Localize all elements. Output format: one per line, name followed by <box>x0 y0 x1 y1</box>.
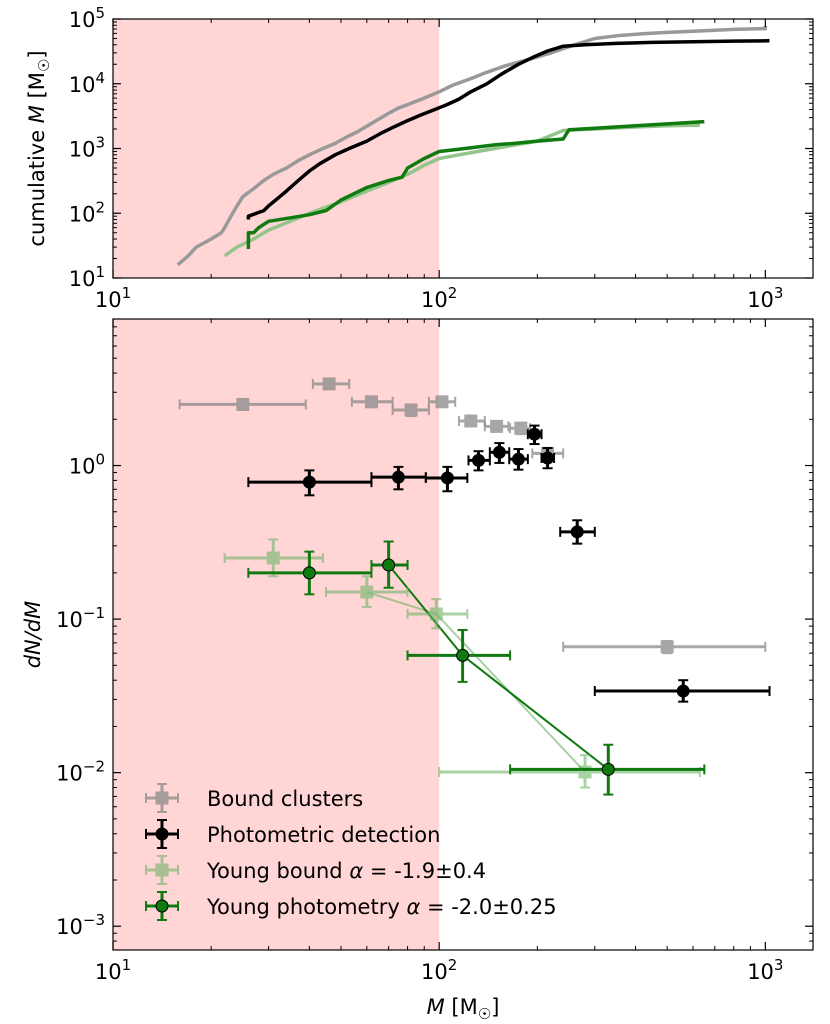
bottom-series-group <box>178 377 771 796</box>
marker-bound-clusters <box>322 377 336 391</box>
point-young-photometry <box>370 540 409 589</box>
point-young-bound <box>406 598 469 630</box>
point-photometric-detection <box>526 424 543 446</box>
point-bound-clusters <box>311 377 351 391</box>
top-x-ticks: 101 102 103 <box>95 19 783 312</box>
point-bound-clusters <box>391 403 430 418</box>
bottom-x-tick-label: 102 <box>421 956 457 984</box>
point-photometric-detection <box>467 450 491 472</box>
bottom-y-tick-label: 10−3 <box>56 911 105 939</box>
legend-label-photometric-detection: Photometric detection <box>207 823 440 847</box>
top-series-group <box>176 26 770 267</box>
marker-bound-clusters <box>464 414 478 428</box>
marker-bound-clusters <box>514 421 528 435</box>
top-y-tick-label: 104 <box>69 69 105 97</box>
marker-photometric-detection <box>302 475 316 489</box>
point-photometric-detection <box>488 442 511 464</box>
bottom-x-axis-label: M [M☉] <box>427 995 500 1023</box>
marker-photometric-detection <box>570 525 584 539</box>
bottom-y-tick-label: 10−1 <box>56 604 105 632</box>
point-photometric-detection <box>593 679 771 703</box>
point-bound-clusters <box>178 397 307 411</box>
legend-label-young-photometry: Young photometry α = -2.0±0.25 <box>206 895 557 919</box>
point-photometric-detection <box>508 448 529 471</box>
top-y-tick-label: 103 <box>69 134 105 162</box>
point-young-photometry <box>406 628 512 683</box>
top-y-ticks: 101 102 103 104 105 <box>69 4 813 291</box>
marker-young-photometry <box>456 648 470 662</box>
marker-young-photometry <box>302 566 316 580</box>
legend-marker-young-photometry <box>155 899 169 913</box>
marker-bound-clusters <box>236 397 250 411</box>
marker-photometric-detection <box>440 471 454 485</box>
marker-young-bound <box>578 765 592 779</box>
point-photometric-detection <box>559 519 596 545</box>
top-shaded-region <box>113 19 440 278</box>
marker-bound-clusters <box>435 395 449 409</box>
bottom-y-axis-label: dN/dM <box>21 601 45 669</box>
top-line-photometric-detection <box>246 39 770 220</box>
bottom-x-tick-label: 101 <box>95 956 131 984</box>
marker-young-bound <box>429 607 443 621</box>
point-young-photometry <box>509 743 706 796</box>
top-x-tick-label: 101 <box>95 284 131 312</box>
top-y-axis-label: cumulative M [M☉] <box>25 50 53 246</box>
point-bound-clusters <box>457 414 486 428</box>
marker-photometric-detection <box>527 427 541 441</box>
legend: Bound clusters Photometric detection Young… <box>145 783 557 921</box>
legend-label-young-bound: Young bound α = -1.9±0.4 <box>206 859 486 883</box>
marker-photometric-detection <box>492 445 506 459</box>
point-young-bound <box>438 754 701 789</box>
bottom-y-ticks: 10−3 10−2 10−1 100 <box>56 326 813 942</box>
point-bound-clusters <box>483 419 510 433</box>
bottom-panel: 101 102 103 10−3 10−2 10−1 100 M [M☉] dN/dM B… <box>21 318 814 1023</box>
point-bound-clusters <box>562 640 767 655</box>
marker-bound-clusters <box>404 403 418 417</box>
legend-handle-young-bound <box>145 855 179 885</box>
top-line-bound-clusters <box>176 26 768 267</box>
point-photometric-detection <box>540 447 556 470</box>
top-panel: 101 102 103 101 102 103 104 105 cumulative M [… <box>25 4 814 312</box>
point-photometric-detection <box>424 465 469 493</box>
legend-label-bound-clusters: Bound clusters <box>207 787 363 811</box>
bottom-x-ticks: 101 102 103 <box>95 319 783 984</box>
legend-marker-photometric-detection <box>155 827 169 841</box>
bottom-axes-frame <box>112 318 814 951</box>
bottom-y-tick-label: 10−2 <box>56 758 105 786</box>
marker-photometric-detection <box>391 470 405 484</box>
legend-marker-young-bound <box>155 863 169 877</box>
marker-photometric-detection <box>471 453 485 467</box>
marker-bound-clusters <box>490 419 504 433</box>
point-bound-clusters <box>509 421 532 436</box>
bottom-y-tick-label: 100 <box>69 451 105 479</box>
marker-young-photometry <box>601 762 615 776</box>
legend-handle-bound-clusters <box>145 783 179 813</box>
marker-young-bound <box>266 551 280 565</box>
top-x-tick-label: 102 <box>421 284 457 312</box>
point-young-bound <box>325 575 409 608</box>
legend-handle-photometric-detection <box>145 819 179 849</box>
top-y-tick-label: 102 <box>69 198 105 226</box>
bottom-x-tick-label: 103 <box>747 956 783 984</box>
point-young-bound <box>223 538 324 578</box>
marker-photometric-detection <box>676 684 690 698</box>
top-y-tick-label: 105 <box>69 4 105 32</box>
point-bound-clusters <box>427 395 457 409</box>
top-line-young-photometry <box>246 119 705 249</box>
legend-handle-young-photometry <box>145 891 179 921</box>
marker-young-photometry <box>382 558 396 572</box>
marker-bound-clusters <box>660 640 674 654</box>
marker-young-bound <box>360 585 374 599</box>
top-x-tick-label: 103 <box>747 284 783 312</box>
marker-photometric-detection <box>541 451 555 465</box>
marker-bound-clusters <box>364 395 378 409</box>
bottom-shaded-region <box>113 319 440 950</box>
marker-photometric-detection <box>511 452 525 466</box>
legend-marker-bound-clusters <box>155 791 169 805</box>
point-young-photometry <box>247 550 373 596</box>
top-y-tick-label: 101 <box>69 263 105 291</box>
